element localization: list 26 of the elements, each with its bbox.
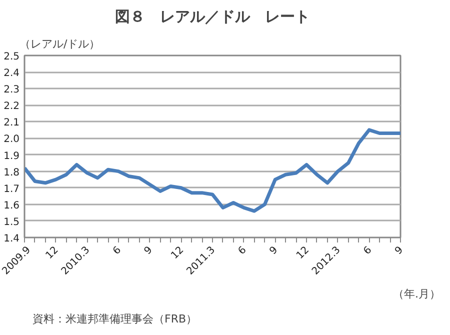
line-series xyxy=(24,128,400,213)
x-tick-label: 12 xyxy=(169,244,186,262)
y-tick-label: 2.2 xyxy=(4,101,20,112)
x-tick-label: 9 xyxy=(268,244,280,257)
y-axis-title: （レアル/ドル） xyxy=(20,38,100,50)
y-tick-label: 1.9 xyxy=(4,150,20,162)
y-tick-label: 1.8 xyxy=(4,167,20,178)
text: 資料：米連邦準備理事会（FRB） xyxy=(32,312,198,326)
x-tick-label: 12 xyxy=(294,244,312,262)
x-tick-label: 6 xyxy=(111,244,124,257)
x-tick-label: 9 xyxy=(393,244,406,257)
y-tick-label: 2.1 xyxy=(4,118,20,129)
y-tick-label: 2.5 xyxy=(4,52,20,62)
y-tick-label: 1.4 xyxy=(4,234,20,244)
chart-title: 図８ レアル／ドル レート xyxy=(115,8,310,26)
y-tick-label: 1.5 xyxy=(4,216,20,228)
y-tick-label: 1.7 xyxy=(4,184,20,195)
x-axis-title: （年.月） xyxy=(393,288,441,300)
x-tick-label: 9 xyxy=(142,244,155,257)
y-tick-label: 1.6 xyxy=(4,200,20,212)
y-tick-label: 2.4 xyxy=(4,68,20,80)
x-tick-label: 6 xyxy=(236,244,249,257)
x-tick-label: 12 xyxy=(44,244,61,262)
y-tick-label: 2.0 xyxy=(4,134,20,146)
y-tick-label: 2.3 xyxy=(4,84,20,96)
x-tick-label: 6 xyxy=(362,244,374,257)
